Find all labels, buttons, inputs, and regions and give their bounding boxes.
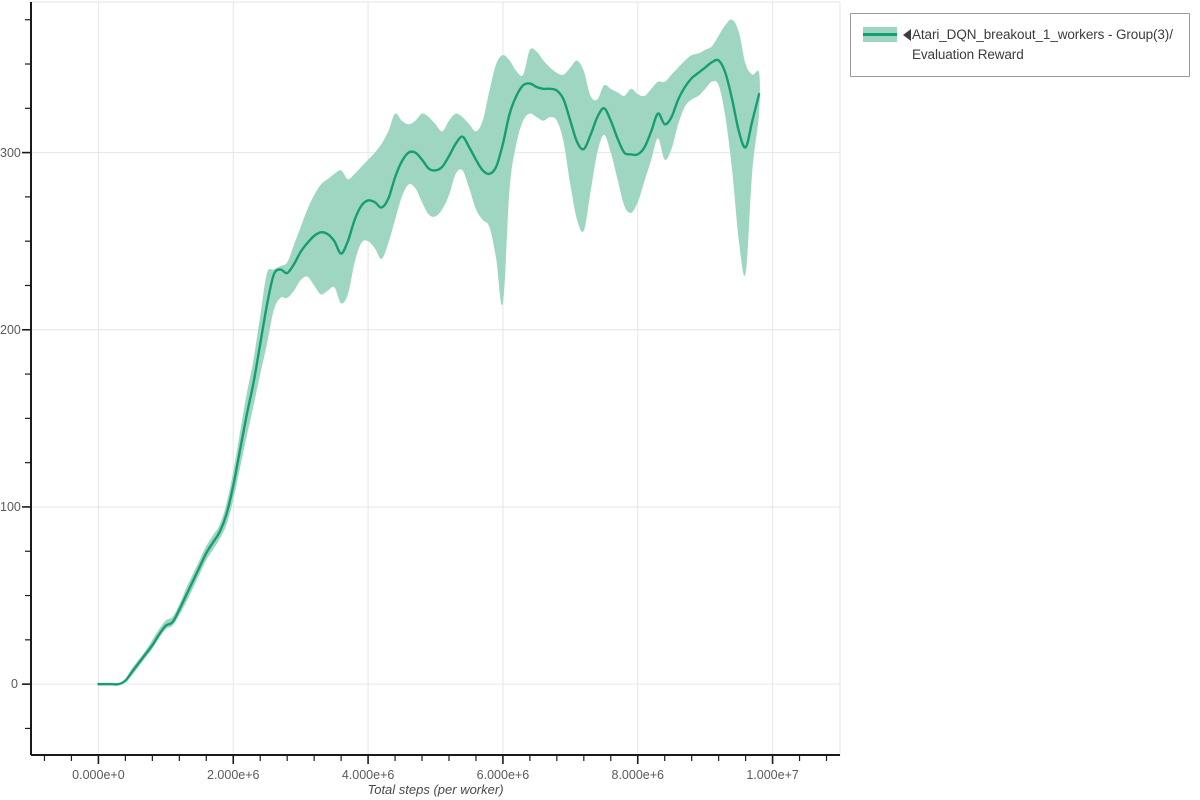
y-tick-label: 300 bbox=[0, 145, 21, 160]
axis-lines-and-ticks bbox=[22, 2, 840, 764]
y-tick-label: 100 bbox=[0, 499, 21, 514]
gridlines bbox=[31, 1, 841, 755]
legend-color-swatch bbox=[863, 27, 897, 42]
x-tick-label: 1.000e+7 bbox=[746, 768, 799, 782]
x-axis-title: Total steps (per worker) bbox=[367, 782, 504, 797]
x-tick-label: 0.000e+0 bbox=[72, 768, 125, 782]
legend-item-label: Atari_DQN_breakout_1_workers - Group(3)/… bbox=[912, 27, 1173, 62]
x-tick-label: 6.000e+6 bbox=[476, 768, 530, 782]
x-tick-label: 2.000e+6 bbox=[207, 768, 260, 782]
confidence-band bbox=[98, 19, 760, 685]
legend-line-swatch bbox=[863, 33, 897, 36]
y-tick-label: 0 bbox=[11, 677, 18, 692]
left-triangle-icon bbox=[903, 29, 911, 41]
mean-line bbox=[97, 58, 761, 686]
legend-item[interactable]: Atari_DQN_breakout_1_workers - Group(3)/… bbox=[863, 25, 1179, 65]
y-tick-label: 200 bbox=[0, 322, 21, 337]
x-tick-label: 8.000e+6 bbox=[611, 768, 664, 782]
chart-legend[interactable]: Atari_DQN_breakout_1_workers - Group(3)/… bbox=[850, 13, 1190, 77]
x-tick-label: 4.000e+6 bbox=[341, 768, 395, 782]
